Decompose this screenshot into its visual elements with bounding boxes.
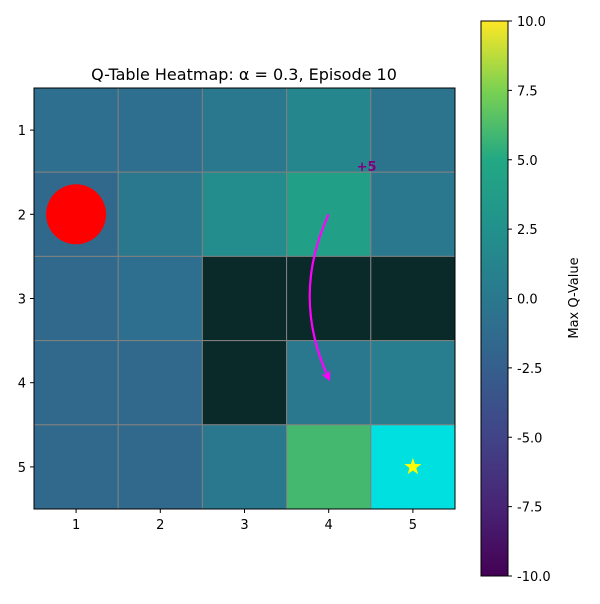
heatmap-cell-r4-c5 — [370, 340, 456, 426]
heatmap-cell-r4-c1 — [33, 340, 119, 426]
x-tick-label: 4 — [325, 518, 333, 533]
heatmap-cell-r1-c3 — [201, 87, 288, 173]
heatmap-cell-r2-c4 — [286, 171, 372, 257]
heatmap-cell-r2-c2 — [117, 171, 203, 257]
star-icon — [404, 457, 422, 475]
heatmap-cell-r3-c5 — [370, 255, 456, 342]
heatmap-cell-r2-c5 — [370, 171, 456, 257]
heatmap-cell-r3-c4 — [286, 255, 372, 342]
heatmap-cell-r1-c4 — [286, 87, 372, 173]
heatmap-cell-r1-c1 — [33, 87, 119, 173]
y-tick-label: 5 — [18, 461, 26, 476]
colorbar-gradient — [480, 20, 509, 577]
heatmap-cell-r2-c3 — [201, 171, 288, 257]
heatmap-cell-r4-c3 — [201, 340, 288, 426]
colorbar-tick-label: 0.0 — [517, 293, 538, 308]
agent-marker — [46, 184, 107, 245]
y-axis-ticks: 1 2 3 4 5 — [18, 124, 34, 476]
heatmap-cell-r5-c2 — [117, 424, 203, 510]
heatmap-cell-r5-c4 — [286, 424, 372, 510]
x-tick-label: 5 — [409, 518, 417, 533]
heatmap-cell-r3-c1 — [33, 255, 119, 342]
colorbar-tick-label: 10.0 — [517, 15, 546, 30]
colorbar-label: Max Q-Value — [567, 257, 582, 338]
chart-title: Q-Table Heatmap: α = 0.3, Episode 10 — [91, 65, 397, 84]
x-axis-ticks: 1 2 3 4 5 — [72, 509, 417, 533]
x-tick-label: 2 — [156, 518, 164, 533]
heatmap-cell-r4-c2 — [117, 340, 203, 426]
heatmap-cell-r5-c1 — [33, 424, 119, 510]
heatmap-cell-r3-c3 — [201, 255, 288, 342]
y-tick-label: 3 — [18, 293, 26, 308]
colorbar-tick-label: 7.5 — [517, 84, 538, 99]
colorbar-tick-label: -10.0 — [517, 570, 551, 585]
heatmap-cell-r3-c2 — [117, 255, 203, 342]
x-tick-label: 3 — [240, 518, 248, 533]
transition-arrow — [308, 213, 331, 382]
colorbar: -10.0 -7.5 -5.0 -2.5 0.0 2.5 5.0 7.5 10.0 Max Q-… — [480, 15, 582, 585]
heatmap-cell-r1-c5 — [370, 87, 456, 173]
colorbar-tick-label: 5.0 — [517, 154, 538, 169]
colorbar-tick-label: -2.5 — [517, 362, 542, 377]
reward-annotation: +5 — [357, 160, 377, 175]
colorbar-tick-label: -7.5 — [517, 501, 542, 516]
heatmap-cells — [33, 87, 456, 510]
x-tick-label: 1 — [72, 518, 80, 533]
y-tick-label: 4 — [18, 377, 26, 392]
heatmap-cell-r1-c2 — [117, 87, 203, 173]
colorbar-tick-label: -5.0 — [517, 431, 542, 446]
heatmap-overlays: +5 — [46, 160, 422, 475]
y-tick-label: 2 — [18, 208, 26, 223]
colorbar-tick-label: 2.5 — [517, 223, 538, 238]
heatmap-cell-r5-c3 — [201, 424, 288, 510]
colorbar-ticks: -10.0 -7.5 -5.0 -2.5 0.0 2.5 5.0 7.5 10.0 — [508, 15, 551, 585]
heatmap-cell-r4-c4 — [286, 340, 372, 426]
y-tick-label: 1 — [18, 124, 26, 139]
